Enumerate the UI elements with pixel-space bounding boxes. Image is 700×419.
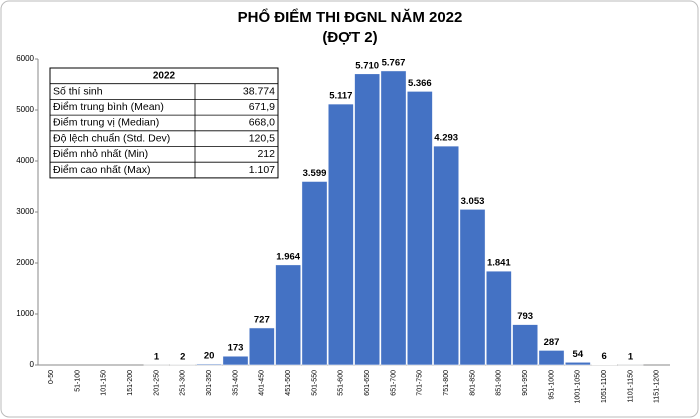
x-tick-label: 801-850 — [469, 370, 476, 396]
x-tick-label: 301-350 — [206, 370, 213, 396]
data-label: 1.841 — [487, 258, 511, 269]
x-tick-label: 351-400 — [232, 370, 239, 396]
data-label: 54 — [573, 349, 584, 360]
x-tick-label: 1151-1200 — [654, 370, 661, 403]
x-tick-label: 601-650 — [364, 370, 371, 396]
y-tick-label: 4000 — [16, 156, 34, 165]
data-label: 1 — [154, 351, 160, 362]
data-label: 173 — [228, 343, 244, 354]
table-value: 38.774 — [243, 85, 275, 97]
chart-subtitle: (ĐỢT 2) — [322, 29, 377, 46]
table-value: 212 — [257, 148, 275, 160]
y-tick-label: 5000 — [16, 105, 34, 114]
table-value: 671,9 — [249, 101, 275, 113]
y-tick-label: 6000 — [16, 54, 34, 63]
x-tick-label: 401-450 — [259, 370, 266, 396]
table-label: Điểm nhỏ nhất (Min) — [53, 148, 148, 160]
bar — [380, 70, 407, 366]
data-label: 5.767 — [382, 57, 406, 68]
x-tick-label: 551-600 — [338, 370, 345, 396]
data-label: 287 — [544, 337, 560, 348]
x-tick-label: 251-300 — [180, 370, 187, 396]
x-tick-label: 201-250 — [153, 370, 160, 396]
chart-title: PHỔ ĐIỂM THI ĐGNL NĂM 2022 — [238, 8, 463, 26]
bar — [564, 361, 591, 366]
data-label: 5.117 — [329, 91, 352, 102]
bar — [485, 270, 512, 366]
x-tick-label: 1001-1050 — [575, 370, 582, 404]
y-tick-label: 2000 — [16, 258, 34, 267]
stats-table — [49, 67, 279, 179]
bar — [248, 327, 275, 366]
data-label: 727 — [254, 314, 270, 325]
data-label: 1.964 — [276, 251, 300, 262]
table-label: Điểm cao nhất (Max) — [53, 164, 150, 176]
x-tick-label: 951-1000 — [548, 370, 555, 400]
x-tick-label: 751-800 — [443, 370, 450, 396]
bar — [275, 264, 302, 366]
table-label: Số thí sinh — [53, 85, 103, 97]
data-label: 5.366 — [408, 78, 432, 89]
bar — [512, 324, 539, 366]
x-tick-label: 101-150 — [101, 370, 108, 396]
y-tick-label: 3000 — [16, 207, 34, 216]
y-tick-label: 1000 — [16, 309, 34, 318]
data-label: 4.293 — [434, 133, 458, 144]
data-label: 1 — [628, 351, 634, 362]
data-label: 793 — [517, 311, 533, 322]
x-tick-label: 701-750 — [417, 370, 424, 396]
table-value: 668,0 — [249, 117, 275, 129]
bar — [327, 103, 354, 366]
data-label: 6 — [602, 351, 607, 362]
bar — [354, 73, 381, 366]
x-tick-label: 0-50 — [48, 370, 55, 384]
table-label: Điểm trung vị (Median) — [53, 117, 159, 129]
x-tick-label: 1051-1100 — [601, 370, 608, 403]
table-value: 1.107 — [249, 164, 275, 176]
x-tick-label: 851-900 — [496, 370, 503, 396]
x-tick-label: 501-550 — [311, 370, 318, 396]
x-tick-label: 651-700 — [390, 370, 397, 396]
bar — [196, 363, 223, 366]
data-label: 20 — [204, 350, 215, 361]
bar — [406, 91, 433, 366]
table-label: Điểm trung bình (Mean) — [53, 101, 164, 113]
x-tick-label: 1101-1150 — [627, 370, 634, 403]
table-title: 2022 — [153, 70, 176, 81]
x-tick-label: 451-500 — [285, 370, 292, 396]
table-value: 120,5 — [249, 132, 275, 144]
bar — [222, 355, 249, 366]
bar — [301, 181, 328, 366]
data-label: 3.053 — [461, 196, 485, 207]
bar — [433, 145, 460, 366]
data-label: 2 — [180, 351, 185, 362]
data-label: 3.599 — [303, 168, 327, 179]
y-tick-label: 0 — [30, 360, 35, 369]
bar — [538, 350, 565, 366]
table-label: Độ lệch chuẩn (Std. Dev) — [53, 132, 170, 144]
data-label: 5.710 — [355, 60, 379, 71]
x-tick-label: 51-100 — [74, 370, 81, 392]
x-tick-label: 151-200 — [127, 370, 134, 396]
bar — [459, 208, 486, 366]
x-tick-label: 901-950 — [522, 370, 529, 396]
